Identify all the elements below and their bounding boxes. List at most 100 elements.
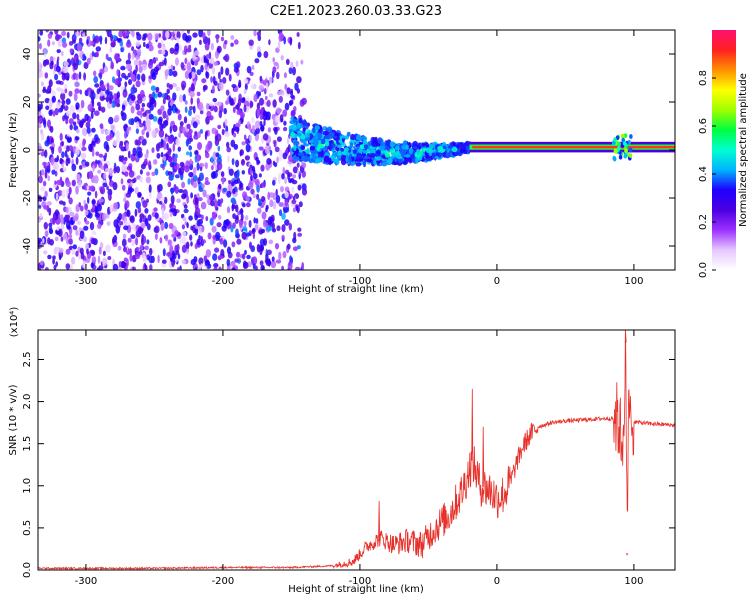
heatmap-cell (44, 60, 50, 66)
heatmap-cell (158, 129, 165, 138)
y-tick-label: 1.5 (22, 436, 33, 452)
heatmap-cell (272, 201, 277, 210)
heatmap-cell (191, 71, 196, 79)
heatmap-cell (186, 194, 190, 204)
heatmap-cell (245, 202, 251, 208)
heatmap-cell (176, 198, 181, 203)
heatmap-cell (235, 228, 239, 237)
heatmap-cell (284, 176, 287, 184)
heatmap-cell (134, 116, 140, 123)
heatmap-cell (148, 113, 154, 120)
heatmap-cell (203, 255, 208, 262)
heatmap-cell (156, 152, 161, 159)
heatmap-cell (280, 186, 284, 193)
heatmap-cell (165, 136, 169, 142)
heatmap-cell (252, 193, 256, 199)
heatmap-cell (135, 41, 141, 47)
heatmap-cell (258, 229, 264, 235)
heatmap-cell (223, 107, 227, 115)
heatmap-cell (151, 171, 156, 176)
y-tick-label: -40 (22, 238, 33, 254)
heatmap-cell (141, 73, 146, 82)
heatmap-cell (198, 257, 204, 266)
heatmap-cell (94, 93, 100, 100)
heatmap-burst-cell (613, 148, 618, 154)
heatmap-cell (266, 249, 272, 256)
heatmap-cell (179, 121, 184, 127)
heatmap-cell (205, 194, 210, 200)
heatmap-cell (69, 124, 73, 131)
heatmap-cell (63, 61, 69, 67)
heatmap-cell (204, 43, 210, 51)
heatmap-cell (344, 147, 349, 152)
heatmap-cell (232, 188, 236, 195)
heatmap-cell (205, 249, 212, 258)
heatmap-cell (302, 162, 307, 169)
heatmap-cell (261, 211, 267, 220)
heatmap-cell (71, 179, 77, 187)
heatmap-cell (186, 62, 192, 70)
heatmap-cell (249, 71, 254, 76)
heatmap-cell (253, 30, 257, 37)
heatmap-cell (137, 206, 142, 214)
heatmap-cell (95, 46, 102, 52)
heatmap-cell (177, 266, 181, 270)
heatmap-cell (210, 42, 214, 51)
snr-frame (37, 329, 676, 571)
heatmap-cell (231, 84, 237, 88)
heatmap-cell (394, 157, 398, 163)
heatmap-cell (151, 72, 157, 80)
heatmap-cell (309, 139, 314, 144)
heatmap-cell (189, 151, 193, 158)
heatmap-cell (83, 225, 89, 231)
heatmap-cell (64, 88, 68, 94)
heatmap-cell (163, 141, 167, 150)
heatmap-cell (68, 234, 73, 239)
heatmap-cell (225, 218, 230, 226)
heatmap-cell (188, 171, 194, 178)
heatmap-cell (298, 201, 303, 208)
heatmap-cell (134, 252, 141, 260)
heatmap-cell (56, 102, 61, 109)
heatmap-cell (361, 136, 367, 141)
heatmap-cell (243, 104, 247, 113)
heatmap-cell (224, 40, 228, 45)
heatmap-cell (55, 192, 59, 200)
heatmap-cell (277, 175, 281, 184)
heatmap-cell (254, 224, 259, 231)
heatmap-cell (251, 117, 255, 123)
heatmap-cell (278, 202, 284, 207)
heatmap-cell (279, 114, 284, 123)
heatmap-cell (284, 206, 290, 213)
heatmap-cell (274, 146, 280, 153)
heatmap-cell (125, 30, 129, 37)
x-tick-label: 100 (624, 276, 643, 287)
heatmap-cell (60, 92, 66, 101)
heatmap-cell (228, 180, 232, 185)
heatmap-cell (194, 150, 199, 156)
heatmap-cell (276, 156, 279, 164)
heatmap-cell (58, 254, 62, 261)
heatmap-cell (287, 261, 293, 270)
heatmap-cell (87, 212, 93, 219)
heatmap-cell (197, 131, 201, 139)
heatmap-cell (91, 230, 97, 236)
heatmap-cell (222, 77, 227, 84)
heatmap-cell (114, 78, 120, 86)
heatmap-cell (399, 149, 406, 156)
heatmap-cell (126, 165, 133, 171)
heatmap-cell (192, 121, 198, 129)
heatmap-cell (130, 181, 133, 187)
heatmap-cell (268, 145, 272, 152)
heatmap-cell (257, 34, 262, 42)
heatmap-cell (152, 58, 155, 64)
heatmap-cell (114, 54, 120, 61)
heatmap-cell (356, 134, 362, 141)
heatmap-cell (130, 234, 136, 240)
heatmap-cell (45, 30, 49, 33)
colorbar-ticks: 0.0 0.2 0.4 0.6 0.8 (698, 70, 716, 278)
heatmap-cell (190, 259, 196, 266)
heatmap-cell (58, 247, 64, 253)
heatmap-cell (146, 198, 149, 203)
heatmap-cell (170, 187, 174, 195)
